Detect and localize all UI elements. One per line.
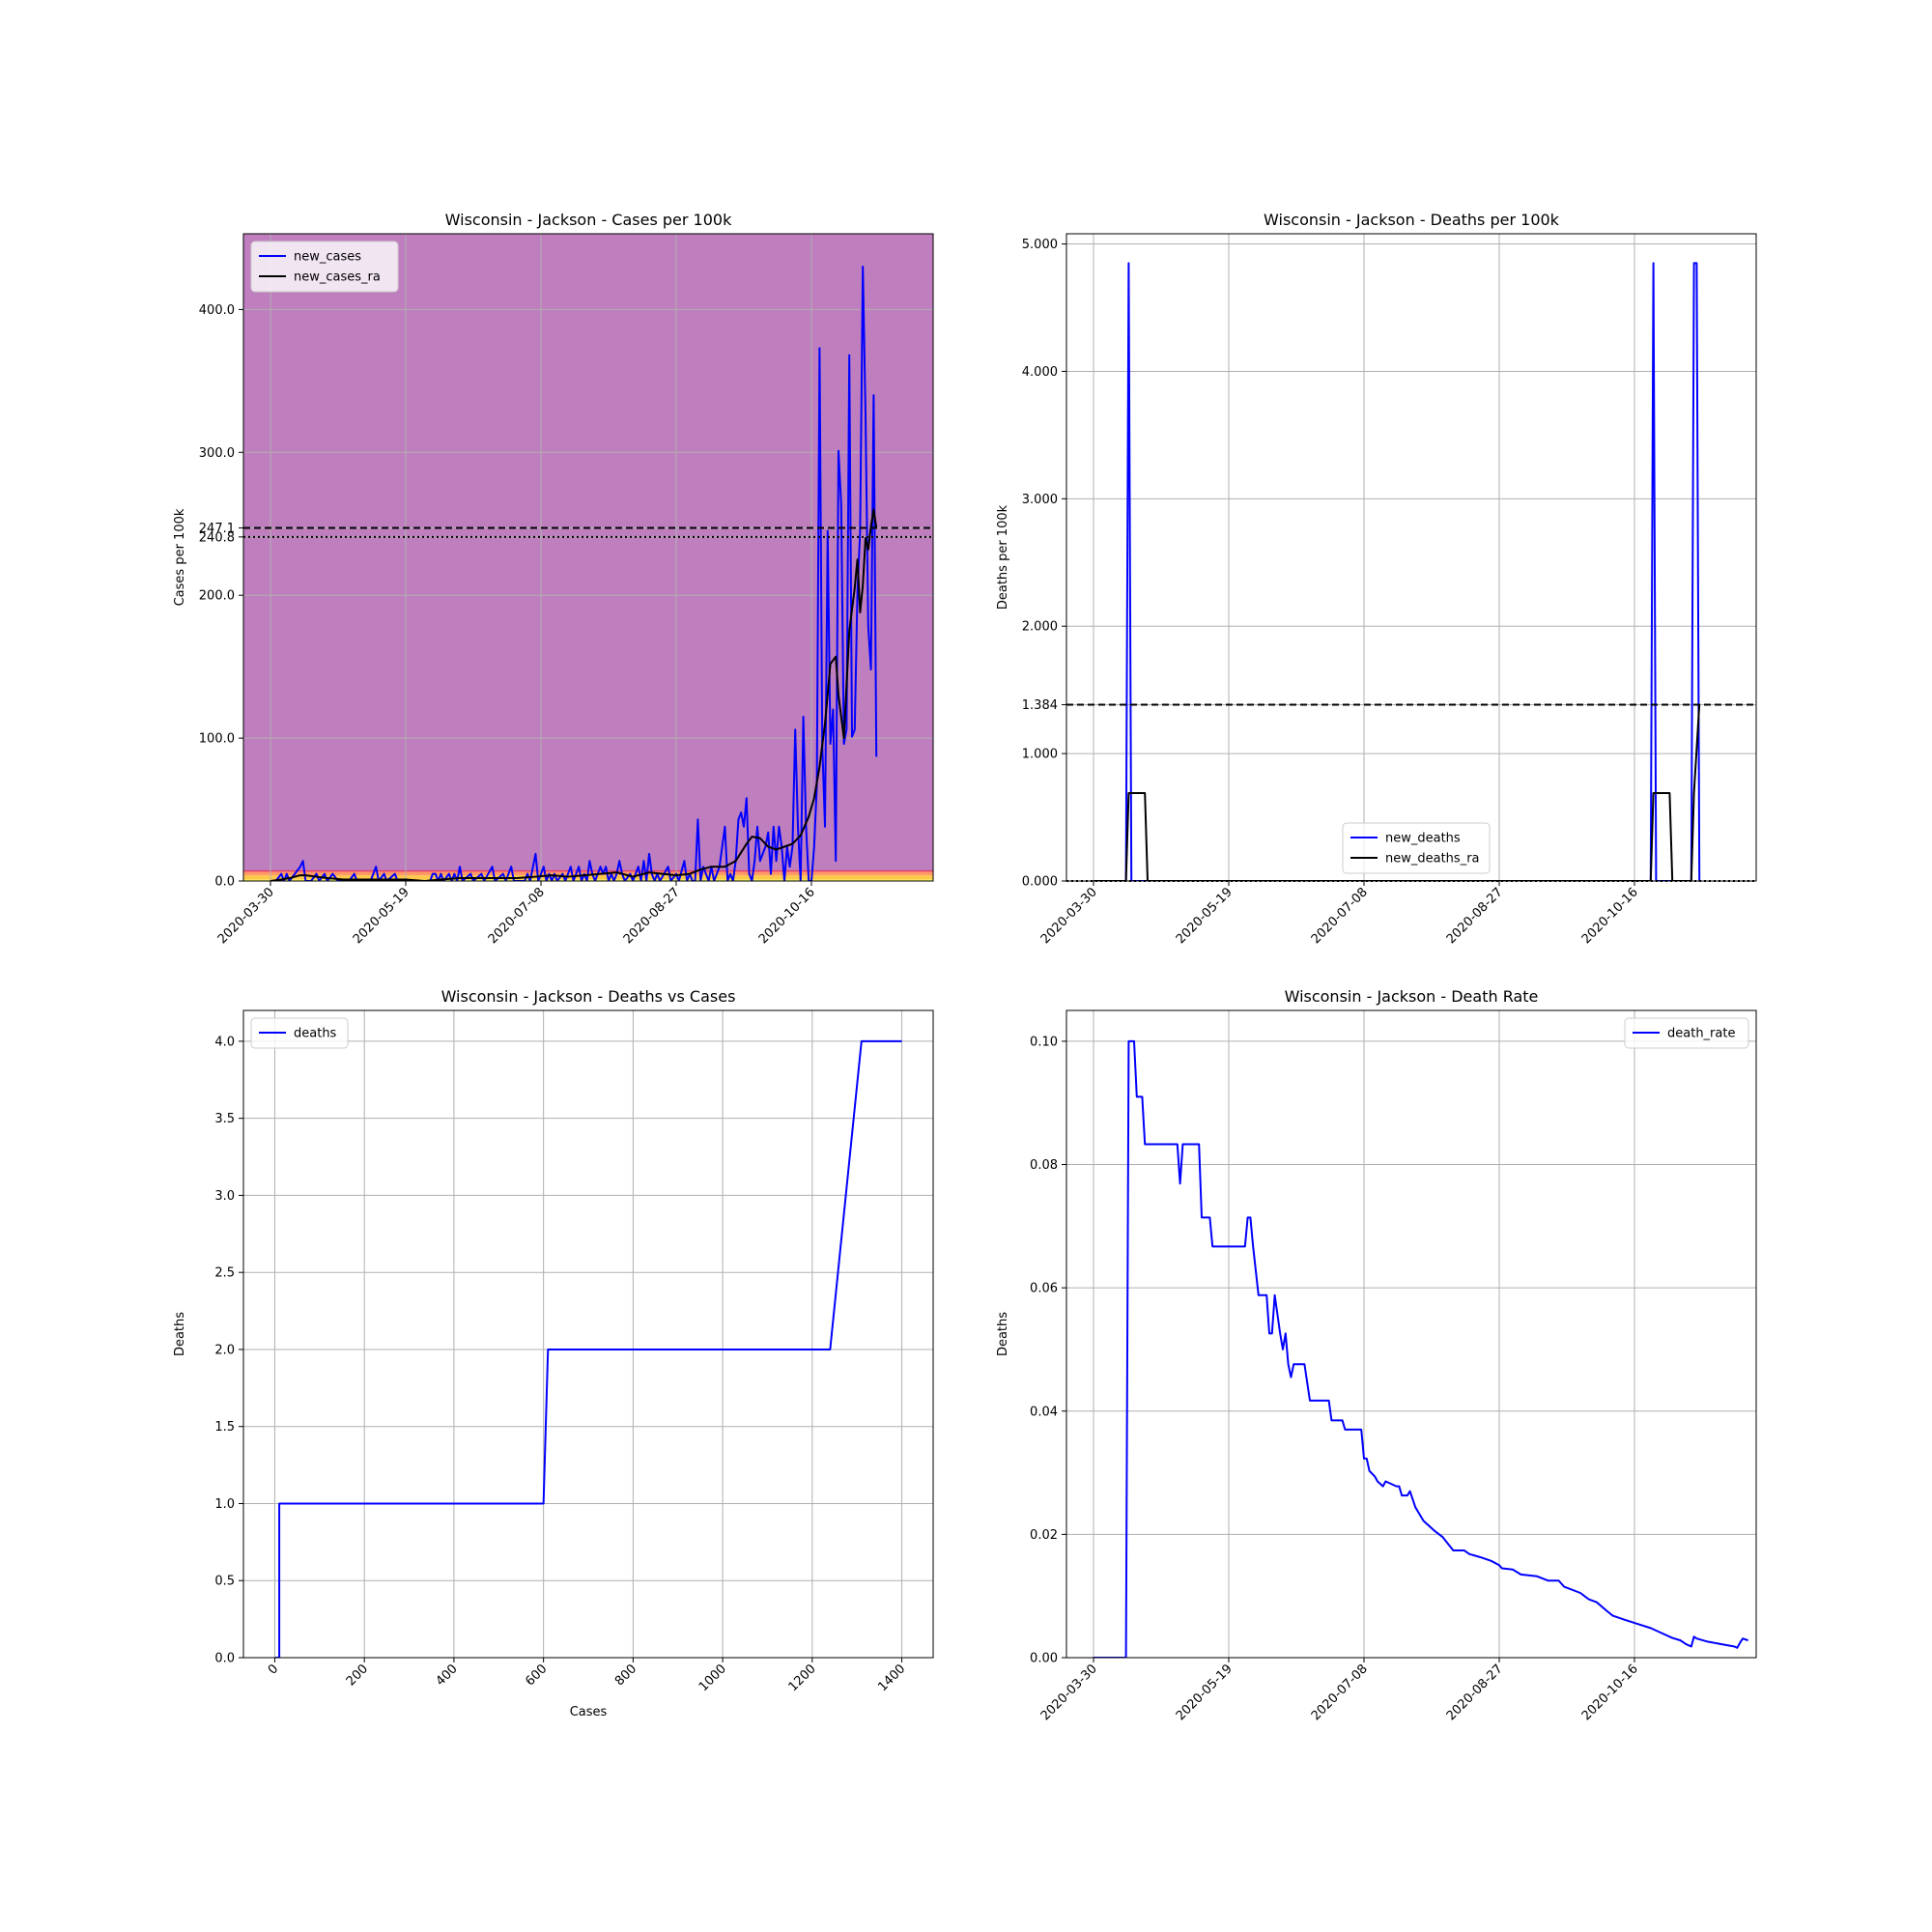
y-tick-label: 2.000: [1022, 620, 1058, 635]
legend-cases: new_cases new_cases_ra: [250, 241, 399, 293]
x-tick-label: 2020-03-30: [215, 885, 277, 947]
x-tick-label: 2020-08-27: [621, 885, 683, 947]
y-tick-label: 247.1: [199, 522, 235, 536]
y-tick-label: 0.02: [1030, 1528, 1058, 1543]
y-tick-label: 1.000: [1022, 748, 1058, 762]
chart-death_rate: 2020-03-30 2020-05-19 2020-07-08 2020-08-27…: [996, 987, 1757, 1723]
x-tick-label: 2020-03-30: [1038, 1662, 1100, 1723]
plot-area-deaths_vs_cases: [274, 1039, 902, 1658]
axes-frame-deaths_vs_cases: [242, 1009, 934, 1659]
y-tick-label: 0.0: [214, 875, 235, 890]
legend-entry: deaths: [294, 1027, 337, 1041]
x-tick-label: 2020-05-19: [351, 885, 412, 947]
plot-area-cases: [270, 266, 878, 881]
y-tick-label: 100.0: [199, 732, 235, 747]
legend-entry: new_cases_ra: [294, 270, 381, 285]
x-tick-label: 0: [266, 1662, 281, 1677]
chart-title: Wisconsin - Jackson - Death Rate: [1285, 987, 1539, 1006]
y-tick-label: 0.06: [1030, 1282, 1058, 1296]
y-tick-label: 0.5: [214, 1575, 235, 1589]
legend-entry: new_cases: [294, 250, 361, 265]
y-tick-label: 4.000: [1022, 365, 1058, 380]
legend-deaths_vs_cases: deaths: [250, 1017, 349, 1049]
y-tick-label: 3.0: [214, 1189, 235, 1204]
y-tick-label: 2.5: [214, 1266, 235, 1281]
y-tick-label: 0.000: [1022, 875, 1058, 890]
y-tick-label: 400.0: [199, 303, 235, 318]
y-axis-label: Deaths: [173, 1312, 187, 1356]
x-tick-label: 2020-08-27: [1444, 885, 1506, 947]
x-tick-label: 2020-07-08: [1309, 885, 1371, 947]
y-tick-label: 0.10: [1030, 1035, 1058, 1049]
x-tick-label: 2020-07-08: [486, 885, 548, 947]
y-tick-label: 200.0: [199, 589, 235, 604]
chart-title: Wisconsin - Jackson - Deaths vs Cases: [441, 987, 736, 1006]
y-tick-label: 300.0: [199, 446, 235, 461]
y-tick-label: 1.384: [1022, 698, 1058, 713]
plot-area-deaths: [1094, 262, 1701, 881]
x-tick-label: 1400: [875, 1662, 908, 1694]
chart-deaths: 2020-03-30 2020-05-19 2020-07-08 2020-08-27…: [996, 211, 1757, 947]
x-tick-label: 400: [434, 1662, 461, 1689]
x-tick-label: 2020-03-30: [1038, 885, 1100, 947]
y-axis-label: Cases per 100k: [173, 508, 187, 606]
x-tick-label: 2020-10-16: [1579, 885, 1641, 947]
y-tick-label: 3.000: [1022, 493, 1058, 507]
chart-cases: 2020-03-30 2020-05-19 2020-07-08 2020-08-27…: [173, 211, 934, 947]
legend-entry: new_deaths: [1385, 832, 1461, 846]
x-tick-label: 2020-10-16: [756, 885, 818, 947]
y-tick-label: 1.0: [214, 1497, 235, 1512]
axes-frame-death_rate: [1065, 1009, 1757, 1659]
legend-death_rate: death_rate: [1624, 1017, 1749, 1049]
background-band-0: [243, 879, 933, 881]
y-axis-label: Deaths: [996, 1312, 1010, 1356]
legend-entry: new_deaths_ra: [1385, 852, 1480, 867]
x-tick-label: 2020-05-19: [1174, 885, 1236, 947]
y-tick-label: 1.5: [214, 1420, 235, 1435]
series-line-new_cases_ra: [270, 508, 878, 881]
series-line-death_rate: [1094, 1039, 1748, 1658]
x-axis-label: Cases: [570, 1705, 608, 1719]
legend-box: [1624, 1017, 1749, 1049]
x-tick-label: 1000: [696, 1662, 729, 1694]
y-tick-label: 240.8: [199, 530, 235, 545]
y-axis-label: Deaths per 100k: [996, 504, 1010, 610]
legend-box: [250, 241, 399, 293]
legend-box: [250, 1017, 349, 1049]
series-line-new_deaths: [1094, 262, 1701, 881]
x-tick-label: 2020-10-16: [1579, 1662, 1641, 1723]
chart-title: Wisconsin - Jackson - Cases per 100k: [445, 211, 732, 229]
background-band-3: [243, 234, 933, 871]
y-tick-label: 0.00: [1030, 1652, 1058, 1666]
x-tick-label: 2020-08-27: [1444, 1662, 1506, 1723]
x-tick-label: 2020-07-08: [1309, 1662, 1371, 1723]
series-line-new_deaths_ra: [1094, 703, 1701, 881]
x-tick-label: 2020-05-19: [1174, 1662, 1236, 1723]
legend-deaths: new_deaths new_deaths_ra: [1342, 822, 1491, 874]
y-tick-label: 4.0: [214, 1035, 235, 1049]
y-tick-label: 0.0: [214, 1652, 235, 1666]
axes-frame-deaths: [1065, 233, 1757, 882]
x-tick-label: 600: [523, 1662, 550, 1689]
x-tick-label: 1200: [786, 1662, 819, 1694]
plot-area-death_rate: [1094, 1039, 1748, 1658]
x-tick-label: 800: [612, 1662, 639, 1689]
series-line-deaths: [274, 1039, 902, 1658]
legend-entry: death_rate: [1667, 1027, 1735, 1041]
y-tick-label: 3.5: [214, 1112, 235, 1126]
axes-frame-cases: [242, 233, 934, 882]
legend-box: [1342, 822, 1491, 874]
x-tick-label: 200: [344, 1662, 371, 1689]
y-tick-label: 0.04: [1030, 1405, 1058, 1419]
y-tick-label: 5.000: [1022, 238, 1058, 252]
y-tick-label: 2.0: [214, 1343, 235, 1357]
chart-deaths_vs_cases: 0 200 400 600 800 1000 1200 1400 0.0 0.5 1.0 1.5 2.0…: [173, 987, 934, 1719]
series-line-new_cases: [270, 266, 878, 881]
y-tick-label: 0.08: [1030, 1158, 1058, 1173]
chart-title: Wisconsin - Jackson - Deaths per 100k: [1264, 211, 1560, 229]
